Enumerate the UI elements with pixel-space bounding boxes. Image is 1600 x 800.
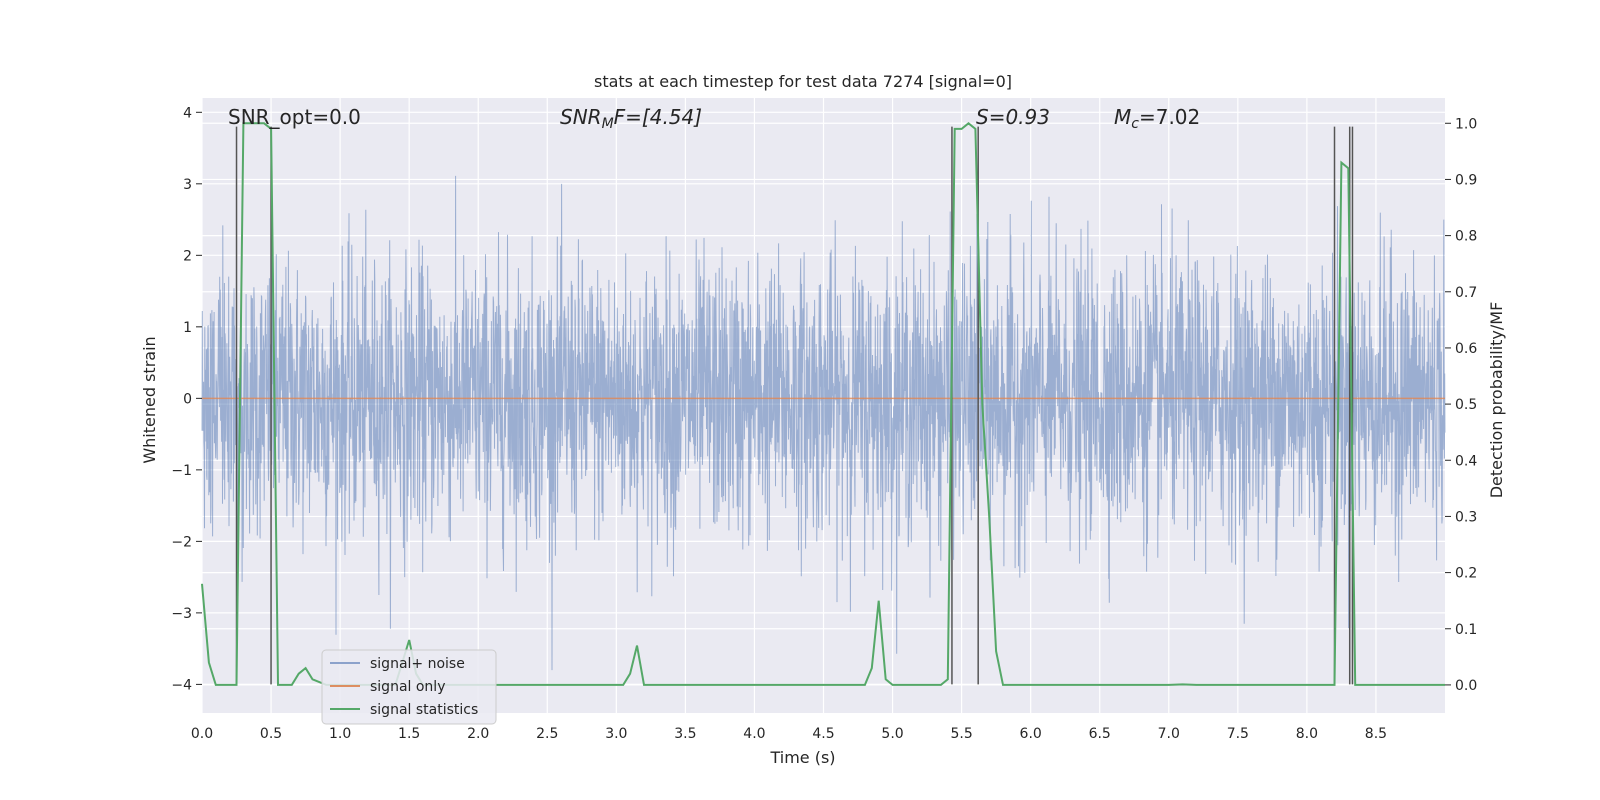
annotation-snr-mf-symbol: SNR (560, 105, 602, 129)
noise-line (201, 175, 1446, 671)
y-tick-label-left: −1 (171, 463, 192, 479)
y-tick-label-right: 0.6 (1455, 341, 1477, 357)
y-tick-label-right: 0.4 (1455, 453, 1477, 469)
legend: signal+ noise signal only signal statist… (321, 649, 497, 725)
y-tick-label-left: 4 (183, 105, 192, 121)
signal-statistics-series (201, 122, 1445, 686)
x-tick-label: 0.0 (191, 726, 213, 742)
y-tick-label-right: 0.3 (1455, 509, 1477, 525)
x-tick-label: 1.5 (398, 726, 420, 742)
x-tick-label: 2.5 (536, 726, 558, 742)
x-tick-label: 7.0 (1158, 726, 1180, 742)
annotation-snr-mf: SNRMF=[4.54] (560, 105, 702, 132)
annotation-snr-mf-tail: F=[4.54] (614, 105, 702, 129)
annotation-snr-opt: SNR_opt=0.0 (228, 105, 361, 129)
annotation-mc-sub: c (1131, 116, 1139, 132)
y-tick-label-left: 1 (183, 320, 192, 336)
legend-label-signal: signal only (370, 679, 445, 695)
x-tick-label: 3.5 (674, 726, 696, 742)
annotation-mc-tail: =7.02 (1139, 105, 1200, 129)
annotation-mc-symbol: M (1114, 105, 1131, 129)
y-axis-label-right: Detection probability/MF (1487, 302, 1506, 499)
x-tick-label: 7.5 (1227, 726, 1249, 742)
x-tick-label: 1.0 (329, 726, 351, 742)
annotations: SNR_opt=0.0 SNRMF=[4.54] S=0.93 Mc=7.02 (228, 105, 1200, 132)
y-tick-label-right: 0.1 (1455, 622, 1477, 638)
x-tick-label: 5.0 (881, 726, 903, 742)
y-tick-label-left: 2 (183, 248, 192, 264)
x-tick-label: 2.0 (467, 726, 489, 742)
y-tick-label-left: 0 (183, 391, 192, 407)
annotation-snr-mf-sub: M (602, 116, 614, 132)
axes: 0.0 0.5 1.0 1.5 2.0 2.5 3.0 3.5 4.0 4.5 5.0 5.5 6.0 6… (171, 105, 1477, 742)
x-tick-label: 5.5 (950, 726, 972, 742)
y-axis-label-left: Whitened strain (140, 336, 159, 463)
y-tick-label-right: 0.9 (1455, 172, 1477, 188)
y-tick-label-left: −4 (171, 677, 192, 693)
y-tick-label-left: −2 (171, 534, 192, 550)
x-tick-label: 6.0 (1020, 726, 1042, 742)
x-tick-label: 3.0 (605, 726, 627, 742)
y-tick-label-right: 1.0 (1455, 116, 1477, 132)
y-tick-label-right: 0.8 (1455, 229, 1477, 245)
x-tick-label: 0.5 (260, 726, 282, 742)
x-tick-label: 8.0 (1296, 726, 1318, 742)
y-tick-label-right: 0.2 (1455, 566, 1477, 582)
y-tick-label-right: 0.5 (1455, 397, 1477, 413)
annotation-mc: Mc=7.02 (1114, 105, 1200, 132)
signal-statistics-line (201, 122, 1445, 686)
noise-series (201, 175, 1446, 671)
x-axis-label: Time (s) (769, 748, 835, 767)
y-tick-label-right: 0.0 (1455, 678, 1477, 694)
x-tick-label: 4.5 (812, 726, 834, 742)
y-tick-label-left: −3 (171, 606, 192, 622)
chart-title: stats at each timestep for test data 727… (594, 72, 1012, 91)
y-tick-label-right: 0.7 (1455, 285, 1477, 301)
x-tick-label: 6.5 (1089, 726, 1111, 742)
legend-label-noise: signal+ noise (370, 656, 465, 672)
legend-label-stats: signal statistics (370, 702, 478, 718)
annotation-s-value: S=0.93 (976, 105, 1050, 129)
y-tick-label-left: 3 (183, 177, 192, 193)
x-tick-label: 8.5 (1365, 726, 1387, 742)
legend-box (321, 649, 497, 725)
x-tick-label: 4.0 (743, 726, 765, 742)
